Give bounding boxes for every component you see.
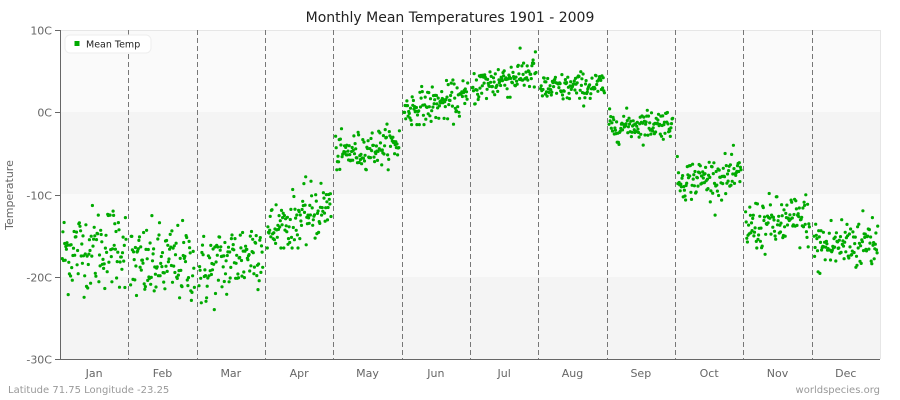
- y-tick-label: 10C: [30, 25, 52, 38]
- legend[interactable]: Mean Temp: [64, 34, 152, 54]
- month-separators: [128, 30, 813, 359]
- y-tick-label: -20C: [26, 272, 52, 285]
- x-tick-label-sep: Sep: [630, 367, 651, 380]
- y-tick-label: -10C: [26, 190, 52, 203]
- x-tick-label-jan: Jan: [85, 367, 103, 380]
- x-axis-ticks: Jan Feb Mar Apr May Jun Jul Aug Sep Oct Nov Dec: [85, 367, 857, 380]
- legend-box: [64, 34, 152, 54]
- x-tick-label-jul: Jul: [497, 367, 511, 380]
- location-label: Latitude 71.75 Longitude -23.25: [8, 385, 169, 396]
- x-tick-label-apr: Apr: [290, 367, 310, 380]
- y-tick-label: -30C: [26, 354, 52, 367]
- y-tick-label: 0C: [37, 107, 52, 120]
- y-axis-ticks: 10C 0C -10C -20C -30C: [26, 25, 60, 367]
- x-tick-label-jun: Jun: [426, 367, 444, 380]
- x-tick-label-aug: Aug: [562, 367, 583, 380]
- x-tick-label-may: May: [356, 367, 379, 380]
- source-label[interactable]: worldspecies.org: [796, 385, 880, 396]
- data-points: [60, 46, 880, 312]
- legend-label: Mean Temp: [86, 40, 140, 51]
- x-tick-label-mar: Mar: [220, 367, 241, 380]
- chart-title: Monthly Mean Temperatures 1901 - 2009: [306, 10, 595, 26]
- legend-marker-icon: [74, 41, 80, 46]
- axes: [60, 30, 880, 360]
- x-tick-label-dec: Dec: [835, 367, 856, 380]
- x-tick-label-feb: Feb: [153, 367, 172, 380]
- x-tick-label-oct: Oct: [700, 367, 720, 380]
- x-tick-label-nov: Nov: [767, 367, 789, 380]
- y-axis-label: Temperature: [3, 160, 16, 231]
